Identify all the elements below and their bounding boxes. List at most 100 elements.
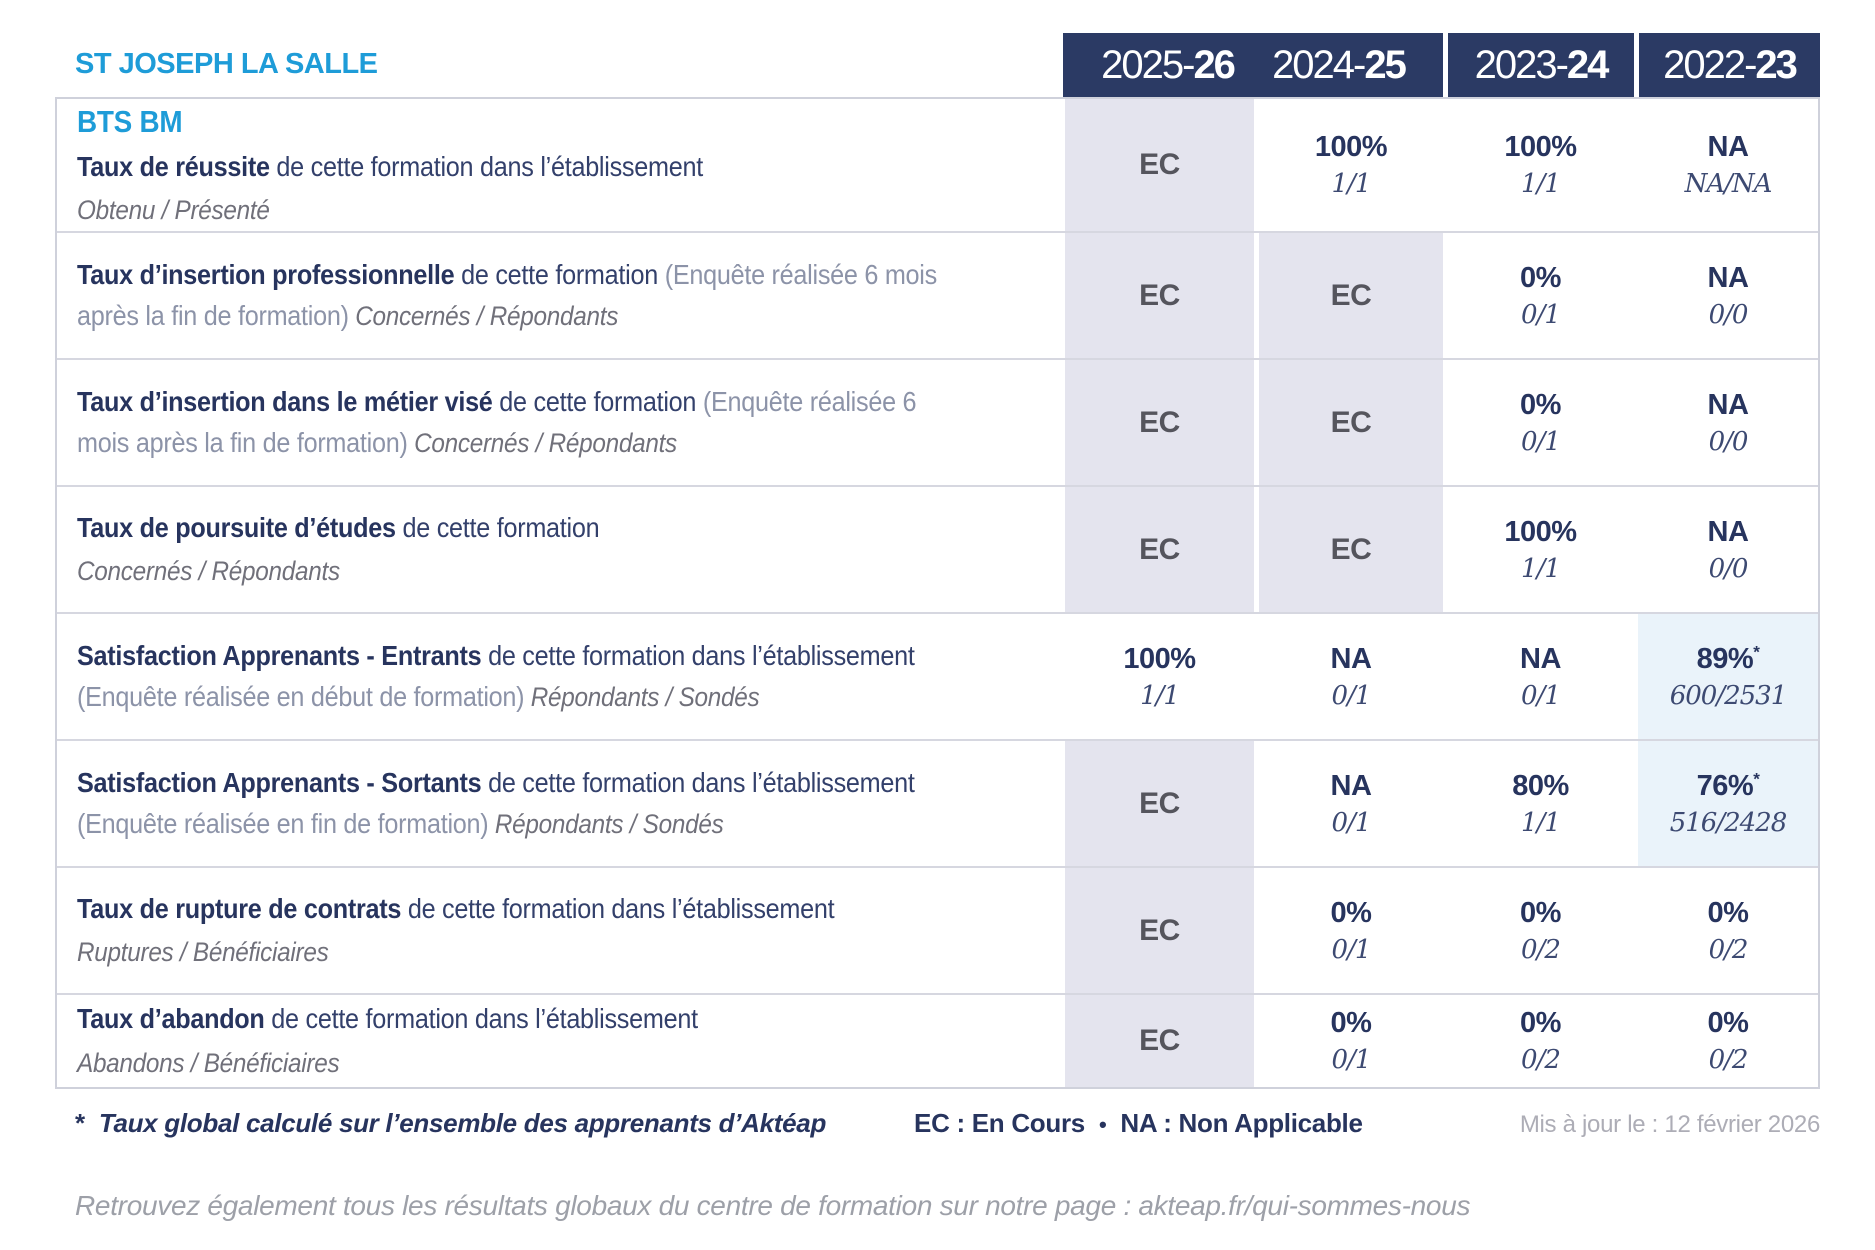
value-cell: 100% 1/1 <box>1447 487 1633 612</box>
value-main: NA <box>1330 769 1372 802</box>
row-title: Taux d’abandon <box>77 1003 272 1035</box>
row-ratio-caption: Ruptures / Bénéficiaires <box>77 937 329 968</box>
value-main: NA <box>1330 642 1372 675</box>
value-ratio: 0/1 <box>1331 1045 1372 1075</box>
value-cell: EC <box>1065 360 1254 485</box>
footer-link-line: Retrouvez également tous les résultats g… <box>75 1190 1471 1221</box>
value-ratio: 1/1 <box>1521 169 1561 199</box>
footnote: * Taux global calculé sur l’ensemble des … <box>75 1108 1820 1139</box>
value-ratio: 516/2428 <box>1669 807 1788 838</box>
value-ratio: 1/1 <box>1521 807 1561 838</box>
value-main: EC <box>1330 532 1372 566</box>
value-cell: 0% 0/2 <box>1447 995 1633 1087</box>
value-cell: 0% 0/1 <box>1258 868 1443 993</box>
value-main: EC <box>1139 532 1180 566</box>
value-cell: NA 0/1 <box>1258 614 1443 739</box>
row-title: Satisfaction Apprenants - Entrants <box>77 639 489 671</box>
value-main: 80% <box>1512 769 1569 802</box>
year-header: 2025-26 2024-25 2023-24 2022-23 <box>1063 33 1820 97</box>
row-description: de cette formation dans l’établissement <box>271 1003 698 1035</box>
row-survey-note: (Enquête réalisée en fin de formation) <box>77 807 489 839</box>
row-ratio-caption: Concernés / Répondants <box>348 300 619 331</box>
value-cell: 0% 0/2 <box>1447 868 1633 993</box>
value-cell: 0% 0/1 <box>1447 233 1633 358</box>
row-description: de cette formation <box>402 511 600 543</box>
value-ratio: 0/1 <box>1521 680 1561 711</box>
row-title: Taux d’insertion professionnelle <box>77 258 462 290</box>
row-ratio-caption: Obtenu / Présenté <box>77 195 270 226</box>
value-main: NA <box>1707 261 1749 294</box>
row-description: de cette formation <box>499 385 697 417</box>
value-cell: EC <box>1258 487 1443 612</box>
star-note: * Taux global calculé sur l’ensemble des … <box>75 1108 826 1139</box>
value-ratio: 600/2531 <box>1669 680 1788 711</box>
program-title: BTS BM <box>77 103 183 139</box>
value-main: EC <box>1330 405 1372 439</box>
value-ratio: 0/0 <box>1708 299 1749 330</box>
year-header-block-2022-23: 2022-23 <box>1639 33 1820 97</box>
row-description: de cette formation <box>461 258 658 290</box>
table-row: BTS BM Taux de réussite de cette formatio… <box>57 97 1818 231</box>
row-title: Taux d’insertion dans le métier visé <box>77 385 500 417</box>
row-label: Satisfaction Apprenants - Sortants de ce… <box>57 741 1065 866</box>
results-table-body: BTS BM Taux de réussite de cette formatio… <box>55 97 1820 1089</box>
row-title: Taux de poursuite d’études <box>77 511 403 543</box>
row-description: de cette formation dans l’établissement <box>488 639 915 671</box>
value-main: 0% <box>1520 261 1561 294</box>
value-cell: 0% 0/1 <box>1447 360 1633 485</box>
value-cell: EC <box>1065 995 1254 1087</box>
row-description: de cette formation dans l’établissement <box>407 892 835 924</box>
star-note-text: Taux global calculé sur l’ensemble des a… <box>98 1108 827 1138</box>
row-label: Taux d’insertion dans le métier visé de … <box>57 360 1065 485</box>
value-cell: NA NA/NA <box>1637 99 1818 231</box>
value-cell: EC <box>1065 868 1254 993</box>
value-main: EC <box>1139 148 1180 181</box>
value-cell: NA 0/0 <box>1637 360 1818 485</box>
value-cell: EC <box>1258 360 1443 485</box>
value-main: 100% <box>1504 515 1577 548</box>
value-cell: 0% 0/1 <box>1258 995 1443 1087</box>
row-label: Satisfaction Apprenants - Entrants de ce… <box>57 614 1065 739</box>
row-survey-note: (Enquête réalisée 6 mois après la fin de… <box>77 258 937 331</box>
value-main: 0% <box>1520 388 1561 421</box>
value-ratio: 0/1 <box>1521 426 1561 457</box>
value-cell: EC <box>1065 487 1254 612</box>
row-title: Taux de rupture de contrats <box>77 892 408 924</box>
value-ratio: 0/0 <box>1708 553 1749 584</box>
school-title: ST JOSEPH LA SALLE <box>75 48 378 80</box>
row-ratio-caption: Répondants / Sondés <box>524 681 760 712</box>
row-description: de cette formation dans l’établissement <box>276 150 703 182</box>
results-table: 2025-26 2024-25 2023-24 2022-23 BTS BM Tau… <box>55 33 1820 1089</box>
value-cell: NA 0/1 <box>1258 741 1443 866</box>
value-cell: 0% 0/2 <box>1637 995 1818 1087</box>
year-column-label: 2025-26 <box>1101 42 1236 87</box>
row-survey-note: (Enquête réalisée 6 mois après la fin de… <box>77 385 917 458</box>
value-ratio: 0/2 <box>1708 1045 1749 1075</box>
value-main: 100% <box>1123 642 1196 675</box>
table-row: Taux de rupture de contrats de cette for… <box>57 866 1818 993</box>
value-ratio: 0/1 <box>1331 934 1372 965</box>
value-main: NA <box>1707 131 1749 163</box>
value-cell: 100% 1/1 <box>1258 99 1443 231</box>
year-header-block-recent: 2025-26 2024-25 <box>1063 33 1443 97</box>
row-label: Taux d’insertion professionnelle de cett… <box>57 233 1065 358</box>
value-cell: 100% 1/1 <box>1065 614 1254 739</box>
year-column-label: 2024-25 <box>1272 42 1407 87</box>
value-main: NA <box>1520 642 1561 675</box>
year-header-block-2023-24: 2023-24 <box>1448 33 1634 97</box>
value-cell: NA 0/1 <box>1447 614 1633 739</box>
legend-ec: EC : En Cours <box>914 1108 1085 1138</box>
value-main: 0% <box>1520 1007 1561 1039</box>
value-main: EC <box>1139 786 1180 820</box>
value-main: 100% <box>1504 131 1577 163</box>
row-ratio-caption: Concernés / Répondants <box>77 556 340 587</box>
row-title: Satisfaction Apprenants - Sortants <box>77 766 489 798</box>
value-ratio: 0/0 <box>1708 426 1749 457</box>
row-label: Taux de rupture de contrats de cette for… <box>57 868 1065 993</box>
value-main: EC <box>1330 278 1372 312</box>
value-ratio: 0/1 <box>1331 680 1372 711</box>
value-cell: 80% 1/1 <box>1447 741 1633 866</box>
value-cell: 89%* 600/2531 <box>1637 614 1818 739</box>
value-ratio: 0/2 <box>1521 1045 1561 1075</box>
